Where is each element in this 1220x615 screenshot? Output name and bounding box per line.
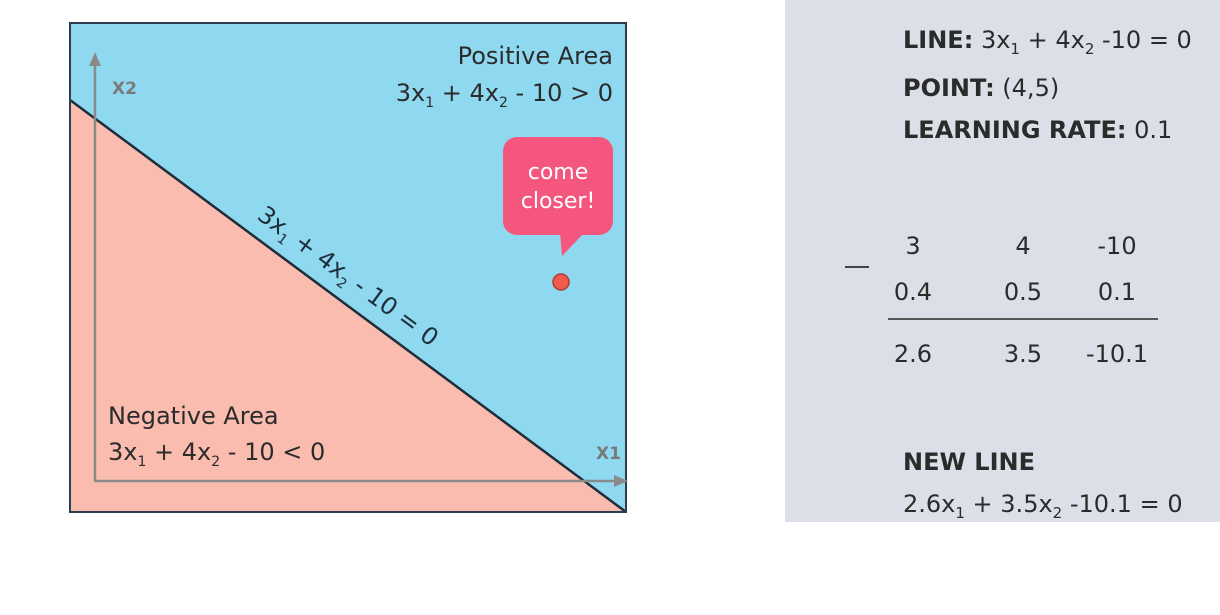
positive-area-expression: 3x1 + 4x2 - 10 > 0 bbox=[396, 79, 613, 111]
x-axis-arrow-icon bbox=[614, 475, 628, 487]
misclassified-point bbox=[552, 273, 570, 291]
result-col2: 3.5 bbox=[1003, 340, 1043, 368]
callout-bubble: come closer! bbox=[503, 137, 613, 256]
y-axis-label: X2 bbox=[112, 79, 137, 99]
sum-rule bbox=[888, 318, 1158, 320]
result-col1: 2.6 bbox=[893, 340, 933, 368]
line-equation: LINE: 3x1 + 4x2 -10 = 0 bbox=[903, 26, 1192, 58]
learning-rate-info: LEARNING RATE: 0.1 bbox=[903, 116, 1173, 144]
negative-area-title: Negative Area bbox=[108, 402, 279, 430]
diagram-frame bbox=[69, 22, 627, 513]
positive-area-title: Positive Area bbox=[458, 42, 613, 70]
minus-sign bbox=[845, 266, 869, 268]
calculation-panel: LINE: 3x1 + 4x2 -10 = 0 POINT: (4,5) LEA… bbox=[785, 0, 1220, 522]
negative-area-expression: 3x1 + 4x2 - 10 < 0 bbox=[108, 438, 325, 470]
point-info: POINT: (4,5) bbox=[903, 74, 1060, 102]
row2-col3: 0.1 bbox=[1097, 278, 1137, 306]
callout-line2: closer! bbox=[521, 189, 596, 214]
x-axis-label: X1 bbox=[596, 444, 621, 464]
row1-col1: 3 bbox=[905, 232, 921, 260]
result-col3: -10.1 bbox=[1085, 340, 1149, 368]
row1-col3: -10 bbox=[1097, 232, 1137, 260]
y-axis-arrow-icon bbox=[89, 52, 101, 66]
row1-col2: 4 bbox=[1015, 232, 1031, 260]
perceptron-diagram: X2 X1 Positive Area 3x1 + 4x2 - 10 > 0 N… bbox=[69, 22, 628, 513]
callout-line1: come bbox=[528, 160, 589, 185]
row2-col1: 0.4 bbox=[893, 278, 933, 306]
row2-col2: 0.5 bbox=[1003, 278, 1043, 306]
boundary-line bbox=[70, 98, 626, 512]
new-line-equation: 2.6x1 + 3.5x2 -10.1 = 0 bbox=[903, 490, 1183, 522]
new-line-title: NEW LINE bbox=[903, 448, 1036, 476]
